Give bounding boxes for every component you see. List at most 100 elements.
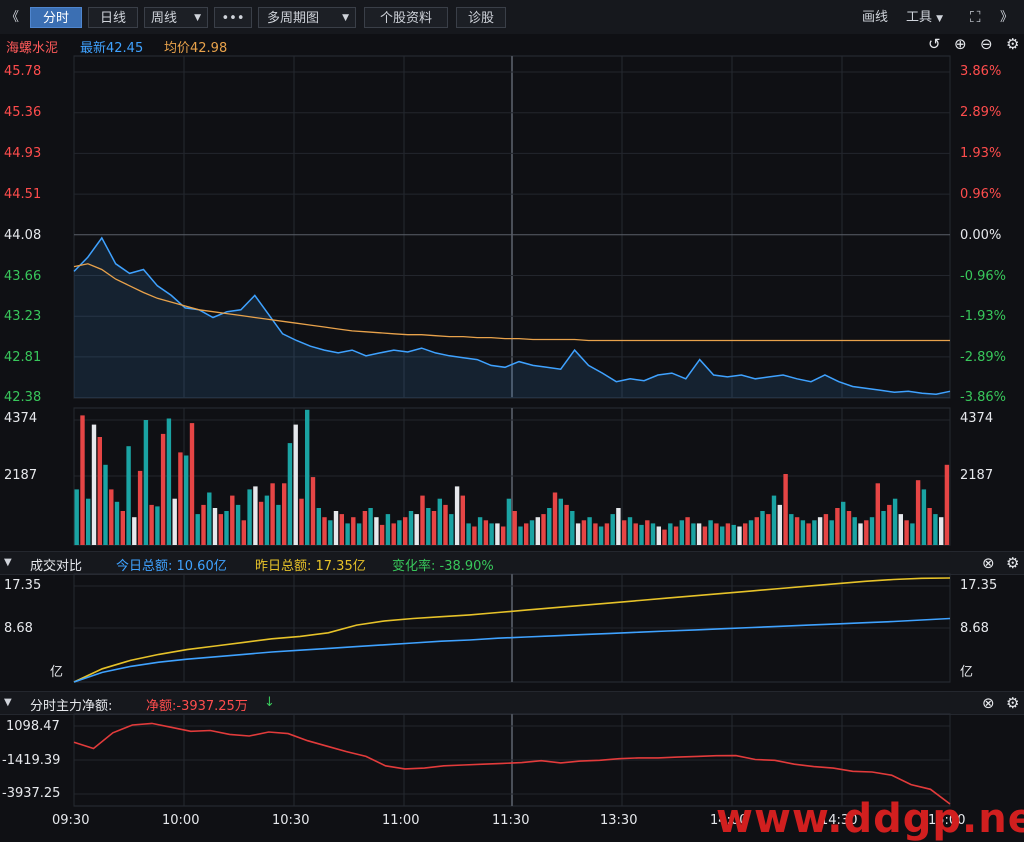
volume-bar <box>910 523 915 545</box>
stock-profile-button[interactable]: 个股资料 <box>364 7 448 28</box>
today-total: 今日总额: 10.60亿 <box>116 559 227 574</box>
volume-bar <box>120 511 125 545</box>
volume-bar <box>477 517 483 545</box>
zoom-out-icon[interactable]: ⊖ <box>980 35 993 53</box>
volume-bar <box>904 520 909 545</box>
dropdown-arrow-icon: ▼ <box>194 13 201 23</box>
volume-bar <box>132 517 137 545</box>
volume-bar <box>230 495 235 545</box>
volume-bar <box>881 511 886 545</box>
volume-bar <box>97 437 102 545</box>
volume-bar <box>835 508 840 545</box>
tab-rixian[interactable]: 日线 <box>88 7 138 28</box>
volume-bar <box>858 523 863 545</box>
volume-bar <box>235 504 241 545</box>
time-label: 10:00 <box>162 813 200 828</box>
volume-bar <box>817 517 823 545</box>
tab-fenshi[interactable]: 分时 <box>30 7 82 28</box>
volume-bar <box>737 526 742 545</box>
price-label-left: 44.08 <box>4 228 42 243</box>
settings-icon[interactable]: ⚙ <box>1006 554 1020 572</box>
volume-bar <box>604 523 610 545</box>
volume-bar <box>869 517 875 545</box>
volume-bar <box>564 504 569 545</box>
close-icon[interactable]: ⊗ <box>982 694 995 712</box>
volume-bar <box>800 520 806 545</box>
pct-label-right: -2.89% <box>960 350 1006 365</box>
collapse-left-icon[interactable]: 《 <box>6 10 20 25</box>
volume-bar <box>570 511 575 545</box>
undo-icon[interactable]: ↺ <box>928 35 941 53</box>
volume-bar <box>575 523 581 545</box>
volume-bar <box>293 424 298 545</box>
time-label: 14:30 <box>820 813 858 828</box>
volume-bar <box>86 498 91 545</box>
volume-bar <box>454 486 460 545</box>
volume-bar <box>431 511 437 545</box>
volume-bar <box>915 480 921 545</box>
collapse-panel-icon[interactable]: ▼ <box>4 557 12 568</box>
volume-bar <box>207 492 212 545</box>
zoom-in-icon[interactable]: ⊕ <box>954 35 967 53</box>
volume-bar <box>374 517 379 545</box>
fullscreen-icon[interactable]: ⛶ <box>970 8 981 26</box>
volume-bar <box>328 520 333 545</box>
volume-bar <box>731 524 736 545</box>
volume-bar <box>184 455 189 545</box>
collapse-right-icon[interactable]: 》 <box>1000 10 1014 25</box>
volume-bar <box>789 514 794 545</box>
volume-bar <box>495 523 500 545</box>
volume-bar <box>673 526 679 545</box>
draw-line-button[interactable]: 画线 <box>862 10 889 25</box>
price-area <box>74 237 950 398</box>
flow-panel-header: ▼ 分时主力净额: 净额:-3937.25万 ↓ ⊗ ⚙ <box>0 691 1024 715</box>
turnover-panel-title: 成交对比 <box>30 559 83 574</box>
multi-period-button[interactable]: 多周期图 ▼ <box>258 7 356 28</box>
volume-bar <box>345 523 350 545</box>
time-label: 13:30 <box>600 813 638 828</box>
flow-panel-title: 分时主力净额: <box>30 699 113 714</box>
volume-bar <box>241 520 246 545</box>
volume-bar <box>547 508 552 545</box>
more-button[interactable]: ••• <box>214 7 252 28</box>
turnover-label-top-right: 17.35 <box>960 578 998 593</box>
settings-icon[interactable]: ⚙ <box>1006 35 1020 53</box>
dropdown-arrow-icon: ▼ <box>936 14 944 24</box>
volume-bar <box>74 489 79 545</box>
price-label-left: 42.81 <box>4 350 42 365</box>
volume-bar <box>426 508 431 545</box>
volume-bar <box>109 489 114 545</box>
volume-bar <box>391 523 396 545</box>
volume-bar <box>939 517 944 545</box>
pct-label-right: -0.96% <box>960 269 1006 284</box>
multi-period-label: 多周期图 <box>267 11 320 26</box>
volume-bar <box>766 514 771 545</box>
volume-bar <box>414 514 419 545</box>
tools-button[interactable]: 工具 ▼ <box>906 7 943 28</box>
volume-label-mid-right: 2187 <box>960 468 994 483</box>
volume-bar <box>898 514 903 545</box>
price-label-left: 43.66 <box>4 269 42 284</box>
volume-bar <box>668 523 673 545</box>
volume-bar <box>610 514 615 545</box>
time-label: 15:00 <box>928 813 966 828</box>
volume-bar <box>794 517 800 545</box>
volume-bar <box>408 511 414 545</box>
volume-bar <box>685 517 690 545</box>
settings-icon[interactable]: ⚙ <box>1006 694 1020 712</box>
volume-bar <box>875 483 880 545</box>
volume-bar <box>725 523 731 545</box>
volume-bar <box>892 498 898 545</box>
volume-bar <box>339 514 344 545</box>
close-icon[interactable]: ⊗ <box>982 554 995 572</box>
volume-bar <box>385 514 391 545</box>
collapse-panel-icon[interactable]: ▼ <box>4 697 12 708</box>
turnover-unit-left: 亿 <box>50 665 64 680</box>
time-label: 10:30 <box>272 813 310 828</box>
volume-bar <box>178 452 183 545</box>
diagnose-button[interactable]: 诊股 <box>456 7 506 28</box>
price-label-left: 44.51 <box>4 187 42 202</box>
info-row: 海螺水泥 最新42.45 均价42.98 ↺ ⊕ ⊖ ⚙ <box>0 34 1024 56</box>
tab-zhouxian[interactable]: 周线 ▼ <box>144 7 208 28</box>
